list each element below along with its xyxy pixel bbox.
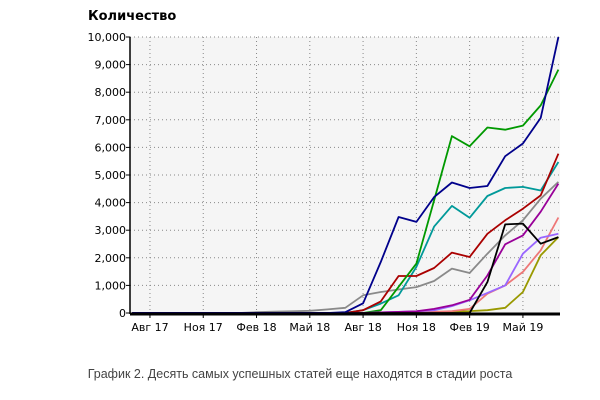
x-tick-label: Май 19 — [502, 321, 543, 334]
x-tick-label: Авг 18 — [344, 321, 381, 334]
y-tick-label: 10,000 — [88, 31, 127, 44]
x-tick-label: Май 18 — [289, 321, 330, 334]
x-tick-label: Фев 19 — [450, 321, 490, 334]
x-tick-label: Ноя 17 — [184, 321, 223, 334]
x-tick-label: Авг 17 — [131, 321, 168, 334]
y-tick-label: 0 — [119, 307, 126, 320]
plot-area — [130, 37, 560, 313]
figure-caption: График 2. Десять самых успешных статей е… — [87, 367, 513, 381]
y-tick-label: 1,000 — [95, 279, 127, 292]
y-tick-label: 2,000 — [95, 252, 127, 265]
y-tick-label: 6,000 — [95, 141, 127, 154]
y-tick-label: 7,000 — [95, 114, 127, 127]
x-tick-label: Фев 18 — [236, 321, 276, 334]
y-tick-label: 9,000 — [95, 59, 127, 72]
x-tick-label: Ноя 18 — [397, 321, 436, 334]
y-tick-label: 5,000 — [95, 169, 127, 182]
y-axis-title: Количество — [88, 9, 177, 24]
y-tick-label: 3,000 — [95, 224, 127, 237]
y-tick-label: 4,000 — [95, 197, 127, 210]
y-tick-label: 8,000 — [95, 86, 127, 99]
